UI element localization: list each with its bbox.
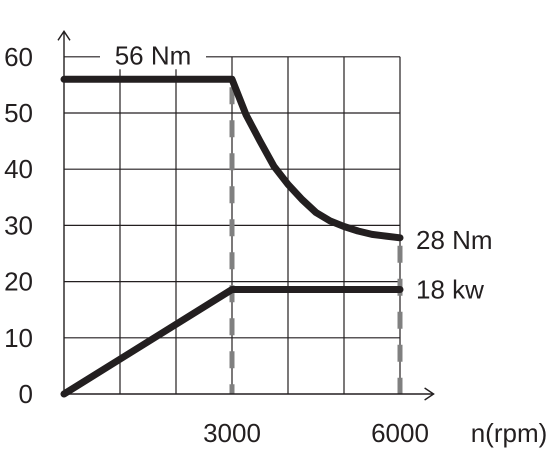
x-axis-label: n(rpm) — [471, 418, 548, 448]
guide-lines — [229, 87, 403, 394]
y-tick-label: 50 — [4, 98, 33, 128]
y-tick-label: 30 — [4, 210, 33, 240]
x-tick-label: 6000 — [371, 418, 429, 448]
y-tick-label: 20 — [4, 267, 33, 297]
annotation-torque-max: 56 Nm — [115, 40, 192, 70]
y-axis-arrow — [57, 30, 71, 41]
annotation-torque-end: 28 Nm — [416, 225, 493, 255]
x-axis-arrow — [424, 387, 435, 401]
series — [60, 75, 404, 398]
annotation-power: 18 kw — [416, 274, 484, 304]
series-line-2 — [60, 286, 404, 398]
annotation-background — [100, 39, 206, 70]
x-tick-label: 3000 — [203, 418, 261, 448]
labels: 0 10 20 30 40 50 60 3000 6000 n(rpm) 56 Nm 28 Nm 18 … — [4, 39, 547, 448]
y-tick-label: 60 — [4, 42, 33, 72]
y-tick-label: 0 — [19, 379, 33, 409]
series-line-1 — [60, 75, 404, 242]
axes — [57, 30, 435, 401]
y-tick-label: 40 — [4, 154, 33, 184]
y-tick-label: 10 — [4, 323, 33, 353]
